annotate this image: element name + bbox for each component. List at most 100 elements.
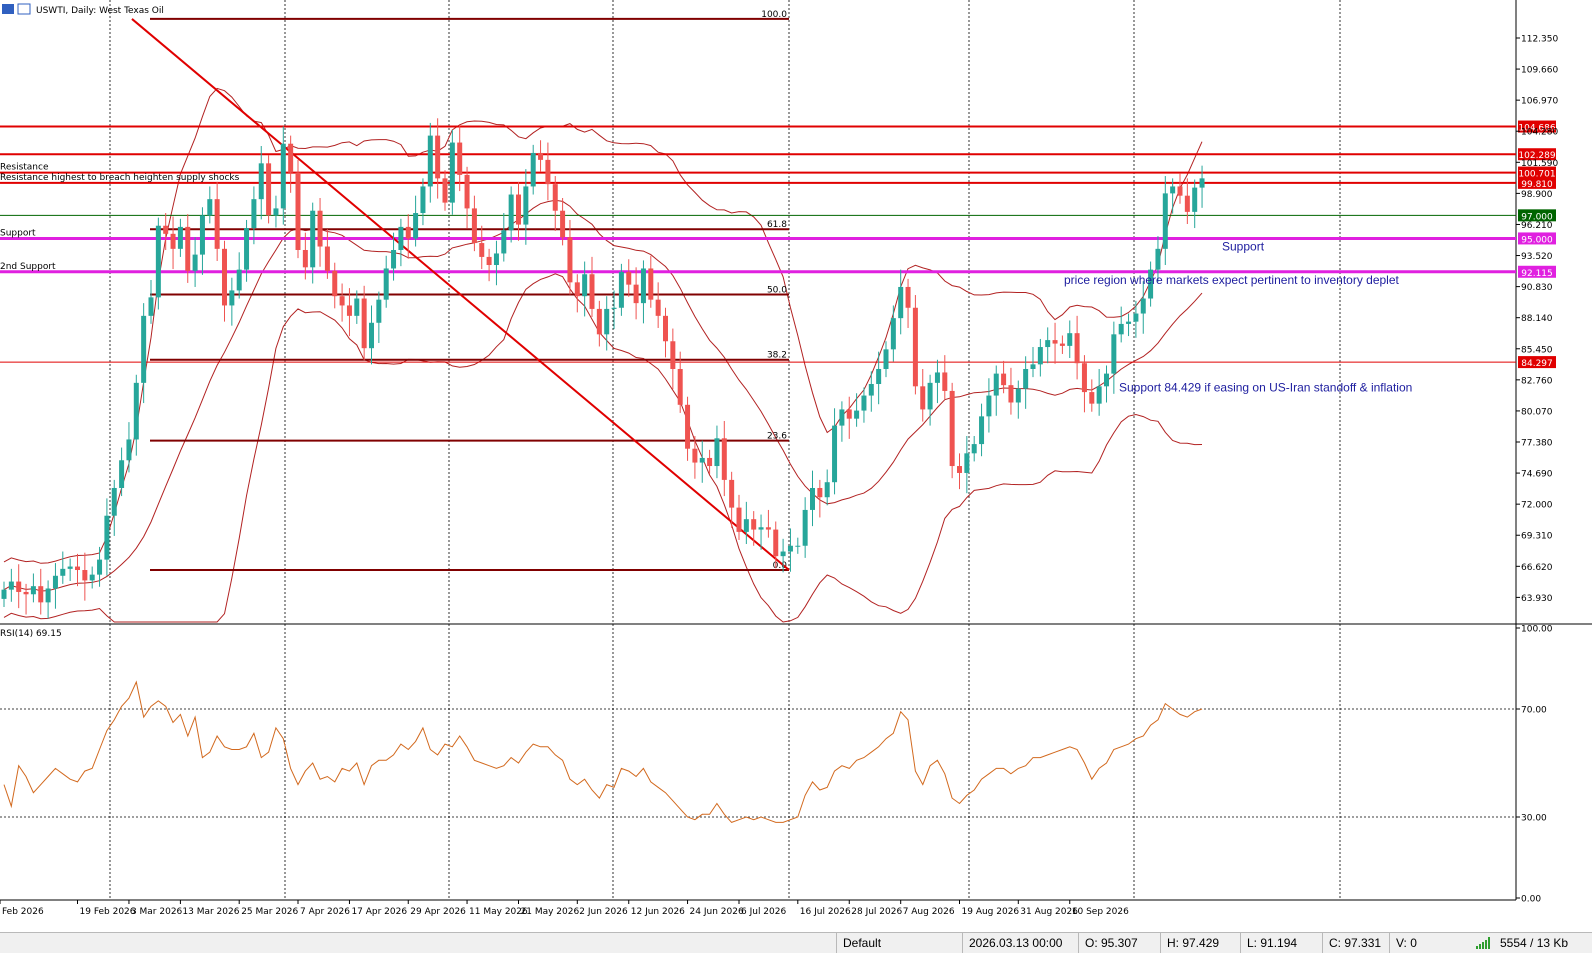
time-label: 2026.03.13 00:00 — [962, 933, 1077, 953]
chart-type-icon — [17, 3, 31, 15]
candle — [479, 225, 485, 270]
candle-body — [957, 466, 962, 473]
candle — [1118, 306, 1124, 343]
candle — [905, 278, 911, 328]
candle — [185, 214, 191, 283]
candle — [773, 521, 779, 569]
candle — [890, 305, 896, 362]
candle-body — [979, 416, 985, 445]
candle-body — [501, 230, 507, 254]
candle — [751, 511, 757, 546]
candle — [883, 341, 889, 378]
x-tick-label: 3 Mar 2026 — [131, 907, 183, 917]
candle-body — [971, 444, 977, 454]
price-tag-text: 95.000 — [1521, 235, 1553, 245]
candle — [729, 471, 735, 528]
price-tag-102-289 — [1518, 148, 1556, 161]
candle-body — [861, 395, 867, 411]
candle-body — [126, 439, 132, 461]
candle — [699, 440, 705, 483]
candle-body — [1111, 334, 1117, 374]
candle — [677, 351, 683, 413]
candle — [383, 255, 389, 308]
candle — [30, 573, 36, 603]
candle — [1015, 380, 1021, 419]
candle-body — [758, 527, 764, 530]
candle-body — [155, 225, 161, 298]
fib-label: 23.6 — [767, 432, 787, 442]
candle-body — [1118, 323, 1124, 335]
chart-annotation: price region where markets expect pertin… — [1064, 273, 1400, 287]
candle-body — [626, 271, 632, 285]
y-tick-label: 112.350 — [1521, 34, 1558, 44]
candle-body — [1052, 340, 1058, 344]
candle-body — [714, 438, 720, 467]
candle — [60, 551, 66, 584]
candle — [721, 420, 727, 497]
candle-body — [1184, 195, 1190, 212]
candle — [280, 126, 286, 225]
candle-body — [163, 225, 169, 234]
candle-body — [670, 341, 676, 369]
candle-body — [618, 271, 624, 308]
x-tick-label: 31 Aug 2026 — [1020, 907, 1078, 917]
candle — [611, 290, 617, 330]
candle — [52, 563, 58, 609]
candle-body — [369, 322, 374, 349]
candle — [222, 240, 227, 322]
chart-canvas[interactable]: 104.686 102.289 100.701 Resistance 99.810 Res… — [0, 0, 1592, 932]
candle — [640, 260, 646, 324]
candle-body — [736, 507, 742, 532]
candle — [82, 552, 88, 601]
candle-body — [934, 372, 940, 383]
candle-body — [1155, 248, 1161, 270]
chart-annotation: Support 84.429 if easing on US-Iran stan… — [1119, 380, 1412, 394]
candle — [964, 435, 970, 494]
candle-body — [633, 284, 639, 304]
candle-body — [464, 174, 470, 209]
candle-body — [214, 199, 220, 249]
candle — [16, 564, 22, 609]
y-tick-label: 93.520 — [1521, 252, 1553, 262]
candle — [876, 351, 882, 405]
x-tick-label: 11 May 2026 — [469, 907, 528, 917]
candle — [1081, 355, 1087, 413]
price-tag-text: 104.686 — [1518, 124, 1555, 134]
candle-body — [75, 566, 80, 571]
candle — [1037, 338, 1043, 377]
candle — [560, 198, 566, 246]
y-tick-label: 82.760 — [1521, 376, 1553, 386]
candle-body — [420, 186, 426, 214]
candle-body — [567, 237, 573, 283]
candle — [1155, 236, 1161, 282]
x-tick-label: 16 Jul 2026 — [800, 907, 851, 917]
candle — [266, 155, 272, 224]
candle-body — [677, 368, 683, 405]
x-tick-label: 2 Jun 2026 — [579, 907, 628, 917]
candle — [618, 263, 624, 316]
candle — [530, 144, 536, 195]
candle — [1126, 313, 1132, 337]
y-tick-label: 85.450 — [1521, 345, 1553, 355]
candle — [648, 255, 654, 308]
candle-body — [346, 305, 352, 316]
candle — [97, 546, 103, 587]
candle-body — [839, 409, 845, 426]
candle-body — [30, 586, 36, 595]
candle-body — [1126, 321, 1132, 324]
candle — [538, 140, 544, 173]
rsi-tick-label: 0.00 — [1521, 895, 1541, 905]
y-tick-label: 77.380 — [1521, 439, 1553, 449]
candle-body — [552, 184, 558, 211]
price-tag-text: 100.701 — [1518, 170, 1555, 180]
candle — [45, 580, 51, 619]
candle-body — [707, 457, 713, 467]
candle — [435, 118, 441, 199]
candle — [207, 186, 213, 224]
profile-label[interactable]: Default — [836, 933, 961, 953]
y-tick-label: 98.900 — [1521, 190, 1553, 200]
candle-body — [52, 575, 58, 589]
candle-body — [1199, 178, 1205, 188]
price-tag-text: 99.810 — [1521, 180, 1553, 190]
